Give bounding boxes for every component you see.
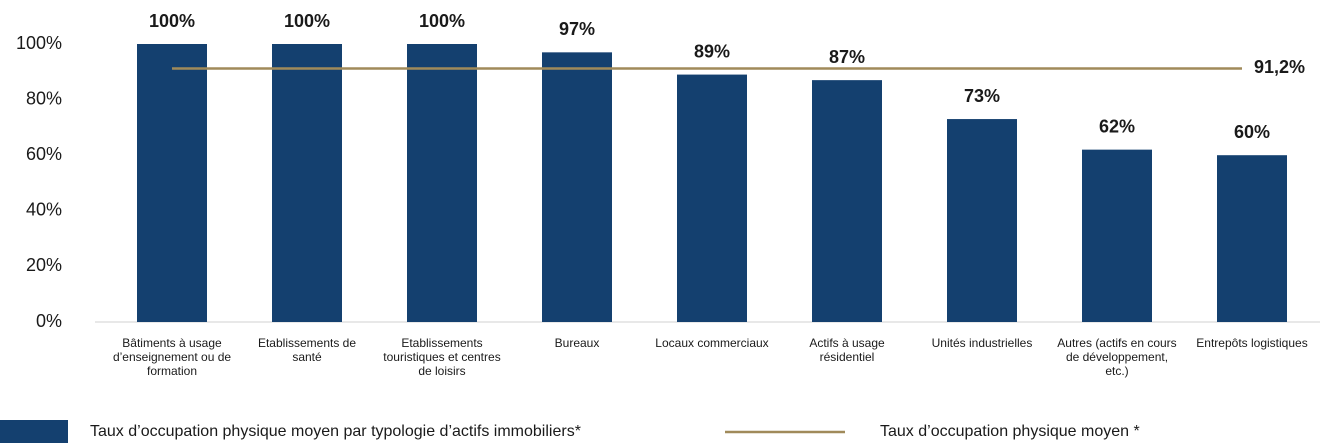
value-label: 97%: [559, 19, 595, 39]
x-tick-label-box: Locaux commerciaux: [655, 336, 769, 350]
bar: [137, 44, 207, 322]
x-tick-label-box: Unités industrielles: [931, 336, 1033, 350]
legend-label: Taux d’occupation physique moyen par typ…: [90, 423, 581, 440]
y-tick-label: 0%: [36, 311, 62, 331]
value-label: 60%: [1234, 122, 1270, 142]
x-tick-label-box: Etablissements de santé: [257, 336, 357, 364]
reference-label: 91,2%: [1254, 57, 1305, 77]
value-label: 100%: [419, 11, 465, 31]
bar: [812, 80, 882, 322]
x-tick-label: Locaux commerciaux: [655, 336, 769, 350]
bar: [407, 44, 477, 322]
x-tick-label: Bâtiments à usage d’enseignement ou de f…: [112, 336, 232, 378]
legend-label: Taux d’occupation physique moyen *: [880, 423, 1140, 440]
y-tick-label: 40%: [26, 200, 62, 220]
bar: [272, 44, 342, 322]
x-tick-label-box: Bureaux: [554, 336, 600, 350]
bar: [947, 119, 1017, 322]
x-tick-label: Etablissements de santé: [257, 336, 357, 364]
x-tick-label-box: Autres (actifs en cours de développement…: [1057, 336, 1177, 378]
x-tick-label-box: Etablissements touristiques et centres d…: [383, 336, 501, 378]
x-tick-label: Etablissements touristiques et centres d…: [383, 336, 501, 378]
x-tick-label: Entrepôts logistiques: [1196, 336, 1308, 350]
bar: [542, 52, 612, 323]
value-label: 73%: [964, 86, 1000, 106]
x-tick-label: Actifs à usage résidentiel: [809, 336, 885, 364]
value-label: 62%: [1099, 116, 1135, 136]
y-tick-label: 80%: [26, 88, 62, 108]
bar: [1082, 149, 1152, 322]
legend-swatch: [0, 420, 68, 443]
value-label: 87%: [829, 47, 865, 67]
x-tick-label-box: Actifs à usage résidentiel: [809, 336, 885, 364]
x-tick-label: Autres (actifs en cours de développement…: [1057, 336, 1177, 378]
x-tick-label: Bureaux: [554, 336, 600, 350]
bar: [677, 74, 747, 322]
value-label: 100%: [284, 11, 330, 31]
x-tick-label: Unités industrielles: [931, 336, 1033, 350]
y-tick-label: 20%: [26, 255, 62, 275]
y-tick-label: 100%: [16, 33, 62, 53]
x-tick-label-box: Bâtiments à usage d’enseignement ou de f…: [112, 336, 232, 378]
x-tick-label-box: Entrepôts logistiques: [1196, 336, 1308, 350]
bar: [1217, 155, 1287, 322]
y-tick-label: 60%: [26, 144, 62, 164]
value-label: 100%: [149, 11, 195, 31]
value-label: 89%: [694, 41, 730, 61]
